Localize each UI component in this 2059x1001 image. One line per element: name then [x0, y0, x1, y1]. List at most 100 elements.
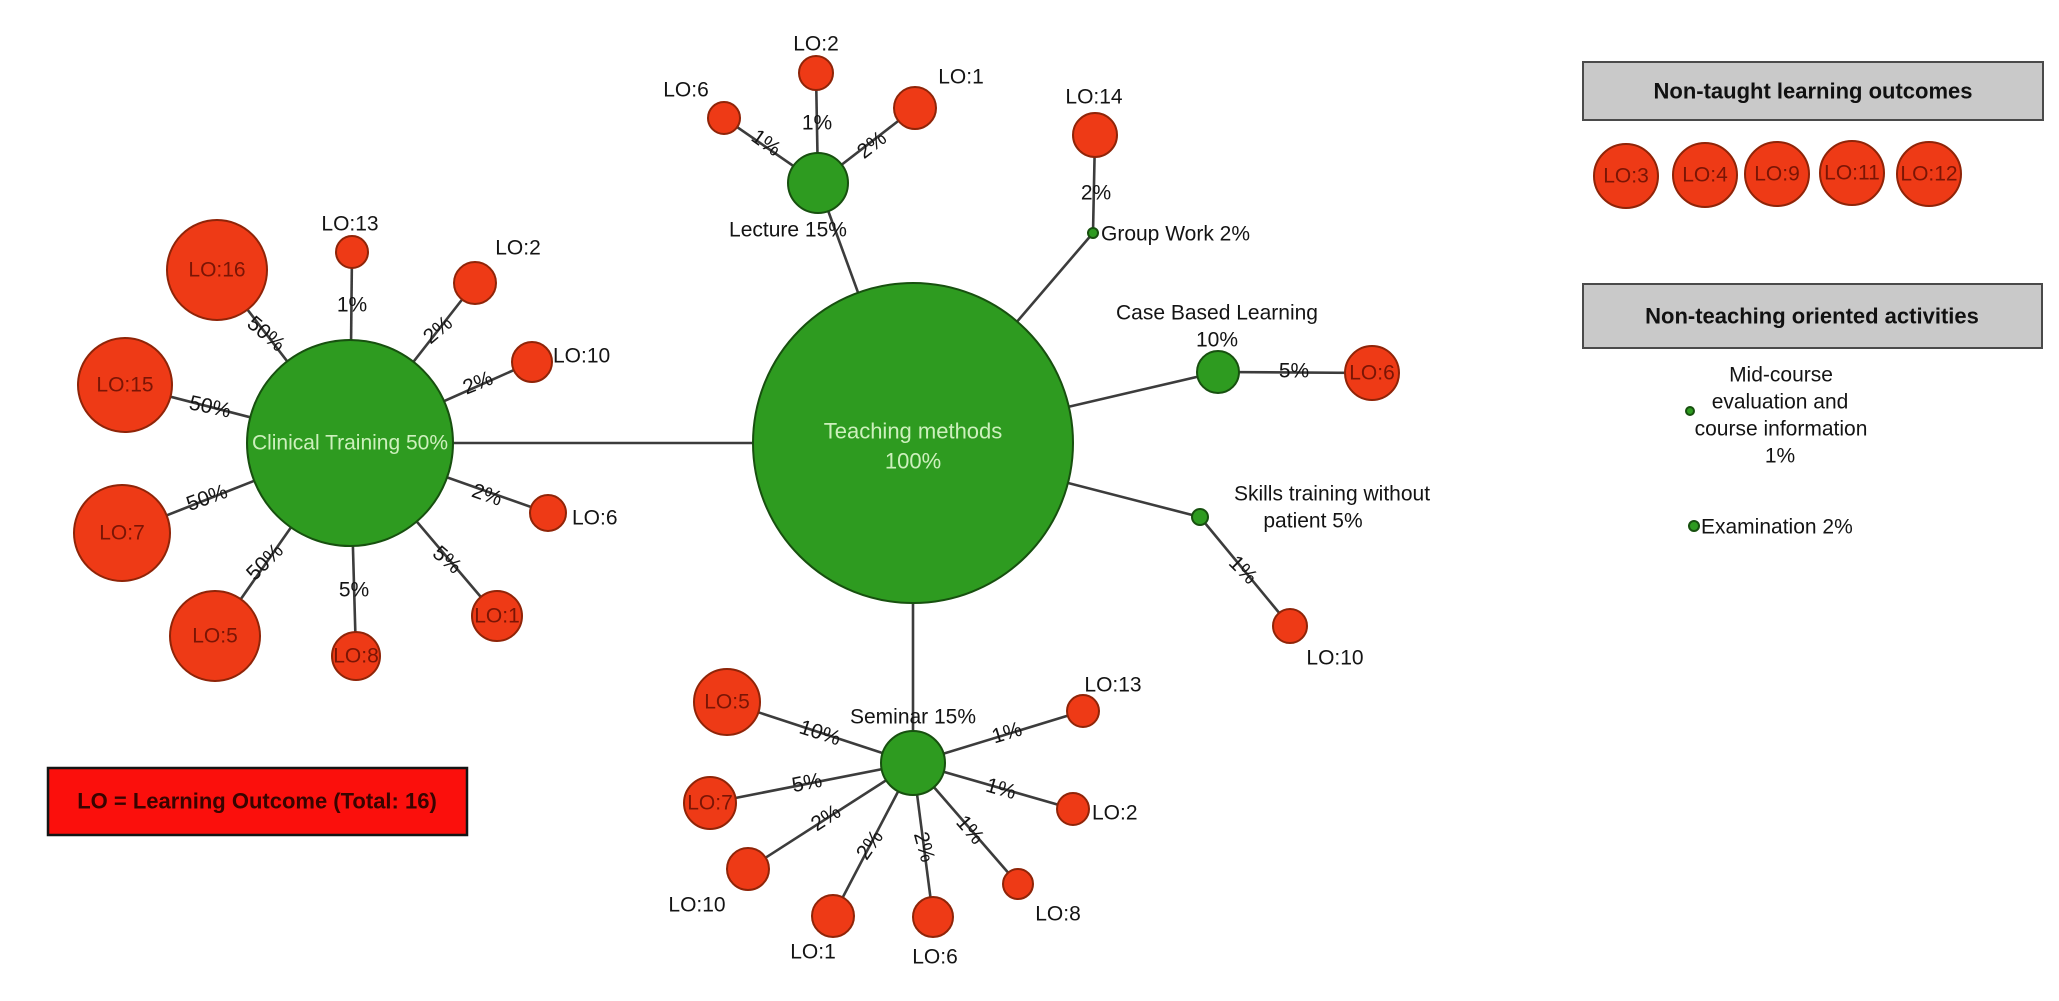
clinical-lo6-label: LO:6	[572, 507, 618, 530]
seminar-lo10-label: LO:10	[668, 894, 725, 917]
lecture-lo6-node	[707, 101, 741, 135]
teaching-methods-value: 100%	[885, 449, 941, 474]
seminar-lo2-label: LO:2	[1092, 802, 1138, 825]
non-taught-title: Non-taught learning outcomes	[1654, 79, 1973, 104]
non-teaching-header-box	[1582, 283, 2043, 349]
mid-course-dot	[1685, 406, 1695, 416]
case-based-learning-node	[1196, 350, 1240, 394]
nontaught-lo12-node	[1896, 141, 1962, 207]
seminar-lo6-node	[912, 896, 954, 938]
clinical-lo1-node	[471, 590, 523, 642]
clinical-training-node	[246, 339, 454, 547]
clinical-lo6-node	[529, 494, 567, 532]
skills-label-line2: patient 5%	[1263, 510, 1362, 533]
clinical-lo16-label: LO:16	[188, 259, 245, 282]
nontaught-lo11-node	[1819, 140, 1885, 206]
seminar-lo5-label: LO:5	[704, 691, 750, 714]
clinical-lo15-node	[77, 337, 173, 433]
clinical-lo5-node	[169, 590, 261, 682]
legend-box	[46, 766, 469, 837]
nontaught-lo9-label: LO:9	[1754, 163, 1800, 186]
lecture-lo1-node	[893, 86, 937, 130]
edge-seminar-lo7	[709, 761, 914, 805]
casebased-lo6-label: LO:6	[1349, 362, 1395, 385]
seminar-label: Seminar 15%	[850, 706, 976, 729]
non-taught-header-box	[1582, 61, 2044, 121]
clinical-lo5-pct: 50%	[242, 539, 288, 585]
clinical-lo8-pct: 5%	[339, 579, 369, 602]
seminar-lo10-pct: 2%	[807, 800, 845, 836]
outcome-nodes	[73, 55, 1400, 938]
mid-course-line4: 1%	[1765, 445, 1795, 468]
mid-course-line1: Mid-course	[1729, 364, 1833, 387]
seminar-lo7-node	[683, 776, 737, 830]
case-based-label: Case Based Learning	[1116, 302, 1318, 325]
clinical-lo13-label: LO:13	[321, 213, 378, 236]
lecture-lo6-label: LO:6	[663, 79, 709, 102]
skills-lo10-node	[1272, 608, 1308, 644]
clinical-lo1-label: LO:1	[474, 605, 520, 628]
seminar-lo13-node	[1066, 694, 1100, 728]
teaching-methods-label: Teaching methods	[824, 419, 1003, 444]
nontaught-lo4-label: LO:4	[1682, 164, 1728, 187]
nontaught-lo11-label: LO:11	[1824, 162, 1880, 185]
examination-label: Examination 2%	[1701, 516, 1853, 539]
clinical-lo7-label: LO:7	[99, 522, 145, 545]
clinical-training-label: Clinical Training 50%	[252, 432, 448, 455]
nontaught-lo3-label: LO:3	[1603, 165, 1649, 188]
clinical-lo16-node	[166, 219, 268, 321]
groupwork-lo14-label: LO:14	[1065, 86, 1123, 109]
lecture-lo2-pct: 1%	[802, 112, 832, 135]
mid-course-line2: evaluation and	[1712, 391, 1849, 414]
clinical-lo5-label: LO:5	[192, 625, 238, 648]
clinical-lo7-pct: 50%	[183, 480, 230, 516]
clinical-lo15-pct: 50%	[187, 391, 233, 422]
examination-dot	[1688, 520, 1700, 532]
lecture-node	[787, 152, 849, 214]
group-work-label: Group Work 2%	[1101, 223, 1250, 246]
clinical-lo10-pct: 2%	[460, 367, 497, 400]
nontaught-lo9-node	[1744, 141, 1810, 207]
nontaught-lo4-node	[1672, 142, 1738, 208]
clinical-lo15-label: LO:15	[96, 374, 153, 397]
teaching-methods-node	[752, 282, 1074, 604]
edge-skills-lo10	[1198, 516, 1292, 627]
nontaught-lo12-label: LO:12	[1900, 163, 1957, 186]
skills-lo10-label: LO:10	[1306, 647, 1363, 670]
nontaught-lo3-node	[1593, 143, 1659, 209]
seminar-lo8-label: LO:8	[1035, 903, 1081, 926]
seminar-lo10-node	[726, 847, 770, 891]
group-work-node	[1087, 227, 1099, 239]
groupwork-lo14-node	[1072, 112, 1118, 158]
seminar-lo2-pct: 1%	[983, 774, 1019, 804]
lecture-lo1-label: LO:1	[938, 66, 984, 89]
lecture-lo2-node	[798, 55, 834, 91]
seminar-lo8-node	[1002, 868, 1034, 900]
groupwork-lo14-pct: 2%	[1081, 182, 1111, 205]
legend: LO = Learning Outcome (Total: 16)	[46, 766, 469, 837]
non-taught-panel: Non-taught learning outcomes LO:3 LO:4 L…	[1582, 61, 2044, 209]
seminar-lo6-label: LO:6	[912, 946, 958, 969]
non-teaching-title: Non-teaching oriented activities	[1645, 304, 1979, 329]
seminar-lo7-pct: 5%	[790, 769, 824, 797]
seminar-node	[880, 730, 946, 796]
lecture-lo2-label: LO:2	[793, 33, 839, 56]
casebased-lo6-pct: 5%	[1279, 360, 1309, 383]
seminar-lo13-pct: 1%	[989, 718, 1025, 749]
seminar-lo1-label: LO:1	[790, 941, 836, 964]
seminar-lo5-node	[693, 668, 761, 736]
non-teaching-panel: Non-teaching oriented activities Mid-cou…	[1582, 283, 2043, 539]
legend-label: LO = Learning Outcome (Total: 16)	[77, 789, 437, 814]
clinical-lo8-label: LO:8	[333, 645, 379, 668]
mid-course-line3: course information	[1695, 418, 1868, 441]
clinical-lo2-node	[453, 261, 497, 305]
seminar-lo1-pct: 2%	[852, 826, 888, 864]
clinical-lo13-node	[335, 235, 369, 269]
skills-label-line1: Skills training without	[1234, 483, 1430, 506]
method-nodes	[246, 152, 1240, 796]
clinical-lo13-pct: 1%	[337, 294, 367, 317]
case-based-value: 10%	[1196, 329, 1238, 352]
clinical-lo2-pct: 2%	[419, 311, 457, 348]
